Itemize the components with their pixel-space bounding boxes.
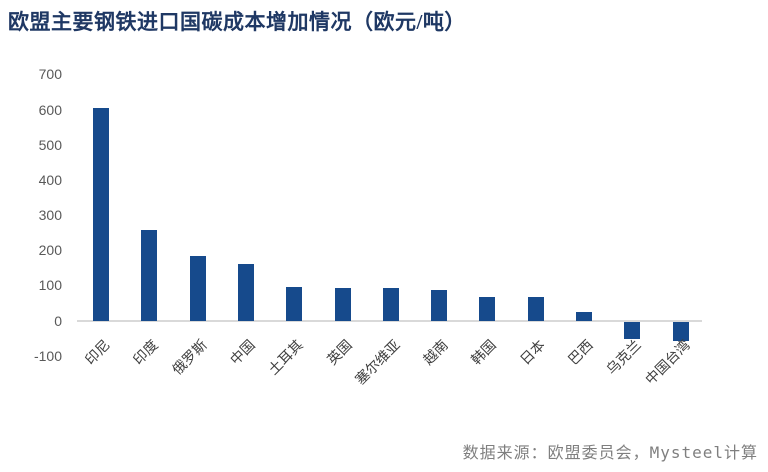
y-axis-tick-label: 0 — [54, 312, 62, 329]
bar — [286, 286, 303, 322]
x-axis-category-label: 韩国 — [468, 337, 500, 369]
x-axis-category-label: 乌克兰 — [603, 337, 645, 379]
y-axis-tick-label: -100 — [33, 347, 62, 364]
bar — [93, 107, 109, 322]
x-axis-category-label: 土耳其 — [265, 337, 307, 379]
bar — [334, 288, 351, 322]
bar — [431, 289, 448, 322]
x-axis-category-label: 塞尔维亚 — [352, 337, 404, 389]
x-axis-category-label: 中国台湾 — [642, 337, 694, 389]
bar — [141, 229, 158, 322]
bar — [576, 312, 592, 322]
bar — [189, 255, 206, 322]
y-axis-tick-label: 100 — [38, 277, 62, 294]
y-axis-tick-label: 300 — [38, 207, 62, 224]
x-axis-category-label: 英国 — [323, 337, 356, 369]
bar — [237, 263, 254, 322]
bar — [527, 297, 544, 322]
bar — [382, 287, 399, 322]
x-axis-category-label: 印度 — [130, 337, 162, 369]
x-axis-category-label: 俄罗斯 — [169, 337, 211, 379]
chart-title: 欧盟主要钢铁进口国碳成本增加情况（欧元/吨） — [8, 10, 466, 34]
bar — [624, 321, 641, 340]
y-axis-tick-label: 400 — [38, 171, 62, 188]
y-axis-tick-label: 200 — [38, 242, 62, 259]
bar — [479, 296, 496, 322]
x-axis-category-label: 越南 — [420, 337, 452, 369]
y-axis-tick-label: 600 — [38, 101, 62, 118]
y-axis-tick-label: 700 — [38, 66, 62, 83]
bar — [672, 321, 689, 341]
x-axis-category-label: 巴西 — [565, 337, 597, 369]
x-axis-category-label: 日本 — [517, 337, 549, 369]
x-axis-category-label: 中国 — [227, 337, 259, 369]
x-axis-category-label: 印尼 — [82, 337, 114, 369]
source-note: 数据来源：欧盟委员会，Mysteel计算 — [462, 443, 758, 462]
y-axis-tick-label: 500 — [38, 136, 62, 153]
